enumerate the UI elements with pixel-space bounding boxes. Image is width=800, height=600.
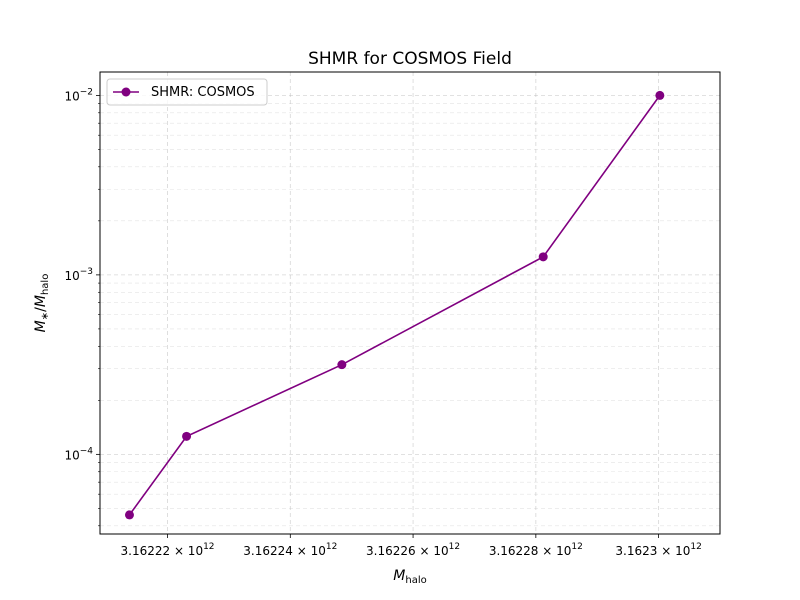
data-point bbox=[124, 510, 134, 520]
x-axis-ticks: 3.16222 × 1012 3.16224 × 1012 3.16226 × 10… bbox=[121, 534, 702, 558]
data-point bbox=[655, 90, 665, 100]
data-point bbox=[337, 360, 347, 370]
legend-label: SHMR: COSMOS bbox=[151, 85, 255, 100]
y-tick-label: 10−3 bbox=[64, 267, 93, 283]
x-tick-label: 3.16226 × 1012 bbox=[366, 542, 460, 558]
series-layer bbox=[124, 90, 665, 520]
x-tick-label: 3.16222 × 1012 bbox=[121, 542, 215, 558]
plot-frame bbox=[99, 71, 721, 535]
y-axis-label: M∗/Mhalo bbox=[33, 274, 51, 333]
data-point bbox=[182, 431, 192, 441]
y-tick-label: 10−2 bbox=[64, 87, 93, 103]
x-tick-label: 3.16228 × 1012 bbox=[489, 542, 583, 558]
legend-box bbox=[106, 78, 268, 106]
x-tick-label: 3.1623 × 1012 bbox=[615, 542, 701, 558]
legend: SHMR: COSMOS bbox=[106, 78, 268, 106]
chart-title: SHMR for COSMOS Field bbox=[308, 49, 512, 69]
x-tick-label: 3.16224 × 1012 bbox=[243, 542, 337, 558]
grid bbox=[100, 72, 720, 534]
y-tick-label: 10−4 bbox=[64, 446, 93, 462]
x-axis-label: Mhalo bbox=[393, 568, 426, 586]
legend-marker-swatch bbox=[121, 87, 131, 97]
y-axis-ticks: 10−4 10−3 10−2 bbox=[64, 87, 100, 462]
data-point bbox=[538, 252, 548, 262]
